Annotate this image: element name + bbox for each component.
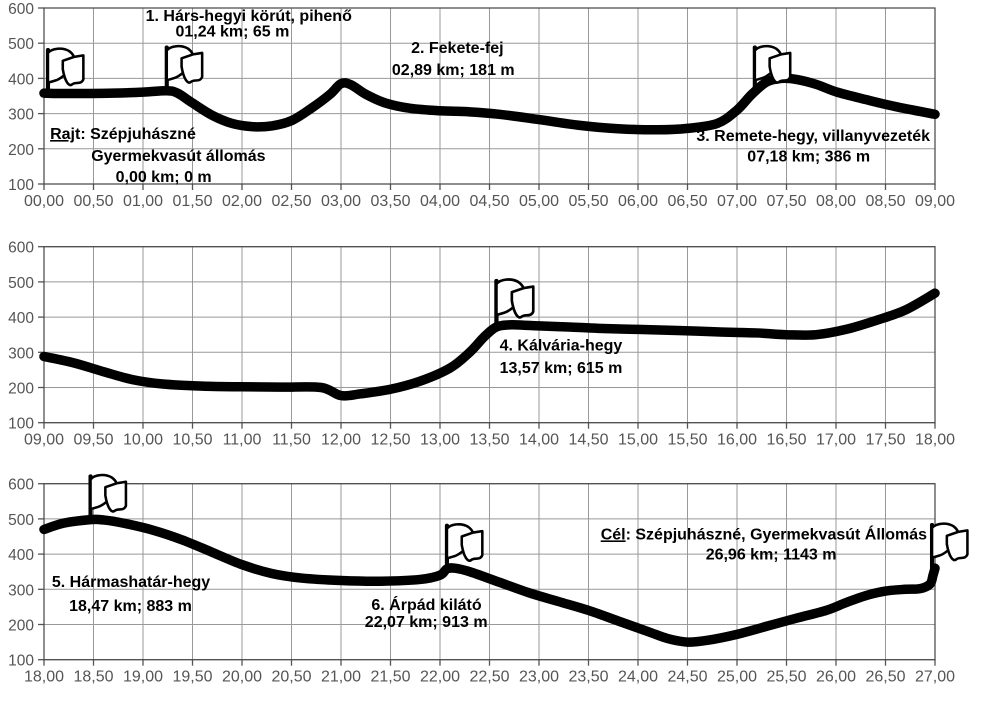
- svg-text:21,50: 21,50: [370, 669, 410, 686]
- svg-text:16,50: 16,50: [766, 432, 806, 449]
- svg-text:Cél: Szépjuhászné, Gyermekvasú: Cél: Szépjuhászné, Gyermekvasút Állomás: [601, 524, 927, 543]
- svg-text:24,00: 24,00: [618, 669, 658, 686]
- svg-text:05,00: 05,00: [519, 193, 559, 210]
- svg-text:01,24 km; 65 m: 01,24 km; 65 m: [176, 24, 290, 41]
- svg-text:09,50: 09,50: [73, 432, 113, 449]
- svg-text:10,50: 10,50: [172, 432, 212, 449]
- svg-text:17,50: 17,50: [865, 432, 905, 449]
- svg-text:20,50: 20,50: [271, 669, 311, 686]
- svg-text:10,00: 10,00: [123, 432, 163, 449]
- svg-text:200: 200: [8, 618, 34, 635]
- svg-text:15,00: 15,00: [618, 432, 658, 449]
- svg-text:5. Hármashatár-hegy: 5. Hármashatár-hegy: [52, 574, 210, 591]
- svg-text:15,50: 15,50: [667, 432, 707, 449]
- svg-text:01,00: 01,00: [123, 193, 163, 210]
- svg-text:18,47 km; 883 m: 18,47 km; 883 m: [69, 598, 192, 615]
- svg-text:100: 100: [8, 416, 34, 433]
- svg-text:4. Kálvária-hegy: 4. Kálvária-hegy: [500, 337, 623, 354]
- svg-text:500: 500: [8, 512, 34, 529]
- svg-text:400: 400: [8, 547, 34, 564]
- svg-text:03,50: 03,50: [370, 193, 410, 210]
- svg-text:20,00: 20,00: [222, 669, 262, 686]
- svg-text:06,50: 06,50: [667, 193, 707, 210]
- svg-text:Rajt: Szépjuhászné: Rajt: Szépjuhászné: [50, 126, 196, 143]
- svg-text:18,50: 18,50: [73, 669, 113, 686]
- svg-text:21,00: 21,00: [321, 669, 361, 686]
- svg-text:09,00: 09,00: [915, 193, 955, 210]
- svg-text:19,50: 19,50: [172, 669, 212, 686]
- svg-text:22,00: 22,00: [420, 669, 460, 686]
- svg-text:26,00: 26,00: [816, 669, 856, 686]
- svg-text:1. Hárs-hegyi körút, pihenő: 1. Hárs-hegyi körút, pihenő: [146, 8, 352, 25]
- svg-text:400: 400: [8, 310, 34, 327]
- svg-text:07,18 km; 386 m: 07,18 km; 386 m: [747, 148, 870, 165]
- svg-text:03,00: 03,00: [321, 193, 361, 210]
- svg-text:08,50: 08,50: [865, 193, 905, 210]
- svg-text:500: 500: [8, 36, 34, 53]
- svg-text:2. Fekete-fej: 2. Fekete-fej: [411, 40, 503, 57]
- svg-text:26,96 km; 1143 m: 26,96 km; 1143 m: [706, 546, 837, 563]
- svg-text:02,00: 02,00: [222, 193, 262, 210]
- svg-text:01,50: 01,50: [172, 193, 212, 210]
- svg-text:16,00: 16,00: [717, 432, 757, 449]
- svg-text:00,50: 00,50: [73, 193, 113, 210]
- svg-text:27,00: 27,00: [915, 669, 955, 686]
- svg-text:600: 600: [8, 1, 34, 18]
- svg-text:Gyermekvasút állomás: Gyermekvasút állomás: [91, 148, 265, 165]
- svg-text:17,00: 17,00: [816, 432, 856, 449]
- svg-text:12,50: 12,50: [370, 432, 410, 449]
- svg-text:26,50: 26,50: [865, 669, 905, 686]
- svg-text:300: 300: [8, 582, 34, 599]
- svg-text:100: 100: [8, 177, 34, 194]
- svg-text:300: 300: [8, 345, 34, 362]
- svg-text:25,50: 25,50: [766, 669, 806, 686]
- svg-text:09,00: 09,00: [24, 432, 64, 449]
- svg-text:23,00: 23,00: [519, 669, 559, 686]
- svg-text:19,00: 19,00: [123, 669, 163, 686]
- svg-text:6. Árpád kilátó: 6. Árpád kilátó: [371, 595, 481, 614]
- svg-text:04,00: 04,00: [420, 193, 460, 210]
- svg-text:14,00: 14,00: [519, 432, 559, 449]
- svg-text:22,07 km; 913 m: 22,07 km; 913 m: [365, 614, 488, 631]
- svg-text:18,00: 18,00: [915, 432, 955, 449]
- svg-text:0,00 km; 0 m: 0,00 km; 0 m: [116, 169, 212, 186]
- svg-text:100: 100: [8, 653, 34, 670]
- svg-text:13,57 km; 615 m: 13,57 km; 615 m: [500, 360, 623, 377]
- svg-text:14,50: 14,50: [568, 432, 608, 449]
- svg-text:300: 300: [8, 107, 34, 124]
- svg-text:02,50: 02,50: [271, 193, 311, 210]
- svg-text:06,00: 06,00: [618, 193, 658, 210]
- svg-text:13,50: 13,50: [469, 432, 509, 449]
- svg-text:08,00: 08,00: [816, 193, 856, 210]
- svg-text:11,50: 11,50: [272, 432, 311, 449]
- svg-text:00,00: 00,00: [24, 193, 64, 210]
- svg-text:13,00: 13,00: [420, 432, 460, 449]
- svg-text:18,00: 18,00: [24, 669, 64, 686]
- svg-text:23,50: 23,50: [568, 669, 608, 686]
- svg-text:600: 600: [8, 240, 34, 257]
- svg-text:02,89 km; 181 m: 02,89 km; 181 m: [392, 62, 515, 79]
- svg-text:500: 500: [8, 275, 34, 292]
- svg-text:11,00: 11,00: [223, 432, 262, 449]
- svg-text:04,50: 04,50: [469, 193, 509, 210]
- svg-text:3. Remete-hegy, villanyvezeték: 3. Remete-hegy, villanyvezeték: [696, 128, 930, 145]
- svg-text:400: 400: [8, 71, 34, 88]
- svg-text:600: 600: [8, 477, 34, 494]
- svg-text:12,00: 12,00: [321, 432, 361, 449]
- svg-text:22,50: 22,50: [469, 669, 509, 686]
- svg-text:05,50: 05,50: [568, 193, 608, 210]
- svg-text:200: 200: [8, 142, 34, 159]
- svg-text:07,00: 07,00: [717, 193, 757, 210]
- svg-text:07,50: 07,50: [766, 193, 806, 210]
- svg-text:25,00: 25,00: [717, 669, 757, 686]
- svg-text:200: 200: [8, 381, 34, 398]
- svg-text:24,50: 24,50: [667, 669, 707, 686]
